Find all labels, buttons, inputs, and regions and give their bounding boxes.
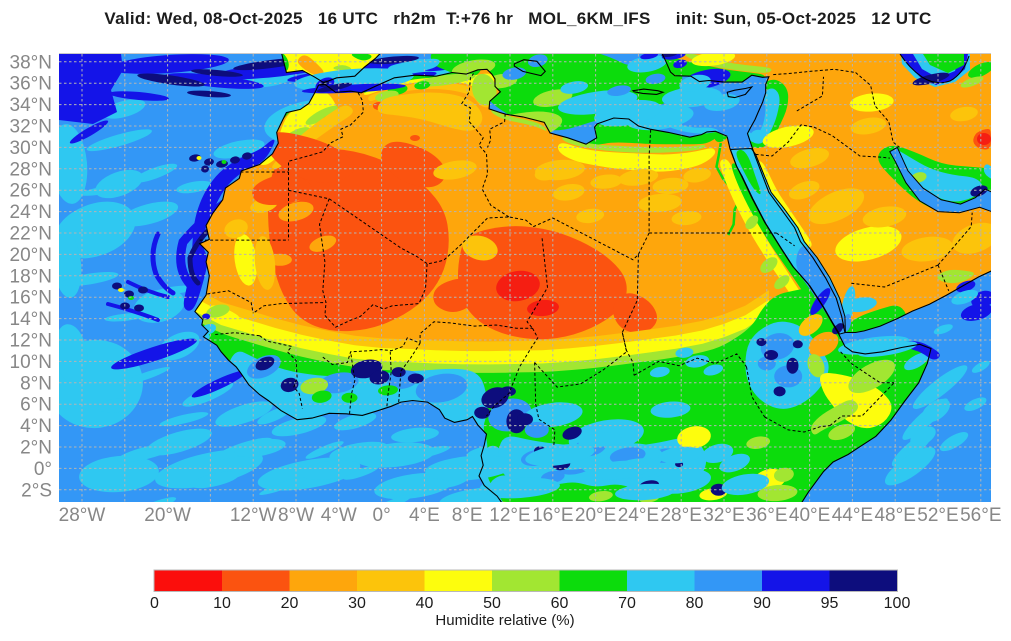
svg-text:20°N: 20°N [10,245,52,266]
svg-text:95: 95 [821,595,839,612]
svg-text:0°: 0° [34,459,52,480]
svg-text:26°N: 26°N [10,181,52,202]
svg-text:14°N: 14°N [10,309,52,330]
svg-text:24°E: 24°E [618,505,659,526]
svg-text:28°W: 28°W [59,505,106,526]
svg-text:10: 10 [213,595,231,612]
svg-text:10°N: 10°N [10,352,52,373]
svg-text:90: 90 [753,595,771,612]
svg-text:6°N: 6°N [20,395,52,416]
svg-text:80: 80 [686,595,704,612]
svg-text:16°N: 16°N [10,288,52,309]
svg-text:38°N: 38°N [10,52,52,73]
svg-text:20°E: 20°E [575,505,616,526]
svg-text:30°N: 30°N [10,138,52,159]
svg-text:18°N: 18°N [10,266,52,287]
svg-text:50: 50 [483,595,501,612]
svg-text:0: 0 [150,595,159,612]
svg-text:12°E: 12°E [489,505,530,526]
svg-text:28°N: 28°N [10,159,52,180]
svg-text:32°N: 32°N [10,117,52,138]
svg-text:48°E: 48°E [874,505,915,526]
svg-text:44°E: 44°E [832,505,873,526]
svg-text:0°: 0° [373,505,391,526]
svg-text:34°N: 34°N [10,95,52,116]
svg-text:16°E: 16°E [532,505,573,526]
svg-text:12°W: 12°W [230,505,277,526]
svg-text:32°E: 32°E [703,505,744,526]
svg-text:60: 60 [551,595,569,612]
svg-text:36°E: 36°E [746,505,787,526]
svg-text:40: 40 [416,595,434,612]
svg-text:4°N: 4°N [20,416,52,437]
svg-text:40°E: 40°E [789,505,830,526]
svg-text:70: 70 [618,595,636,612]
svg-text:8°N: 8°N [20,373,52,394]
svg-text:4°W: 4°W [321,505,357,526]
svg-text:100: 100 [884,595,911,612]
svg-text:36°N: 36°N [10,74,52,95]
svg-text:52°E: 52°E [917,505,958,526]
svg-text:4°E: 4°E [409,505,440,526]
svg-text:56°E: 56°E [960,505,1001,526]
svg-text:30: 30 [348,595,366,612]
svg-text:20: 20 [281,595,299,612]
svg-text:2°S: 2°S [21,480,52,501]
svg-text:28°E: 28°E [660,505,701,526]
svg-text:24°N: 24°N [10,202,52,223]
svg-text:8°W: 8°W [278,505,314,526]
svg-text:12°N: 12°N [10,331,52,352]
svg-text:8°E: 8°E [452,505,483,526]
svg-text:2°N: 2°N [20,438,52,459]
svg-text:22°N: 22°N [10,224,52,245]
svg-text:20°W: 20°W [144,505,191,526]
svg-text:Humidite relative (%): Humidite relative (%) [435,612,574,629]
